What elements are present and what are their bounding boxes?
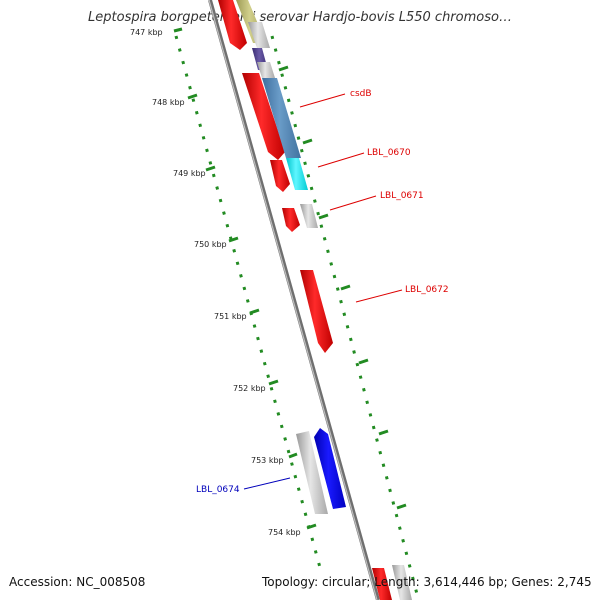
tick-track-outer bbox=[270, 35, 420, 599]
tick-label: 747 kbp bbox=[130, 28, 163, 37]
reverse-cds-feature[interactable] bbox=[314, 428, 346, 509]
forward-cds-feature[interactable] bbox=[270, 160, 290, 192]
gene-label-LBL_0670[interactable]: LBL_0670 bbox=[367, 148, 411, 158]
gene-label-LBL_0671[interactable]: LBL_0671 bbox=[380, 191, 424, 201]
gene-label-csdB[interactable]: csdB bbox=[350, 89, 372, 99]
map-title: Leptospira borgpetersenii serovar Hardjo… bbox=[88, 10, 512, 25]
forward-cds-feature[interactable] bbox=[300, 270, 333, 353]
gray-gene-feature[interactable] bbox=[248, 22, 270, 48]
tick-label: 748 kbp bbox=[152, 98, 185, 107]
genome-backbone bbox=[208, 0, 380, 600]
gray-gene-feature[interactable] bbox=[392, 565, 412, 600]
gray-gene-feature[interactable] bbox=[300, 204, 318, 228]
genome-summary-text: Topology: circular; Length: 3,614,446 bp… bbox=[262, 575, 592, 589]
tick-label: 750 kbp bbox=[194, 240, 227, 249]
cyan-feature[interactable] bbox=[286, 158, 308, 190]
tick-label: 753 kbp bbox=[251, 456, 284, 465]
forward-cds-feature[interactable] bbox=[218, 0, 247, 50]
tick-label: 752 kbp bbox=[233, 384, 266, 393]
tick-label: 754 kbp bbox=[268, 528, 301, 537]
tick-label: 749 kbp bbox=[173, 169, 206, 178]
gray-gene-feature[interactable] bbox=[257, 62, 275, 78]
accession-text: Accession: NC_008508 bbox=[9, 575, 146, 589]
rna-feature[interactable] bbox=[262, 78, 301, 158]
gene-label-LBL_0674[interactable]: LBL_0674 bbox=[196, 485, 240, 495]
gray-gene-feature[interactable] bbox=[296, 431, 328, 514]
major-ticks-outer bbox=[278, 65, 407, 510]
forward-cds-feature[interactable] bbox=[372, 568, 392, 600]
forward-cds-feature[interactable] bbox=[242, 73, 285, 160]
tick-label: 751 kbp bbox=[214, 312, 247, 321]
tick-track-inner bbox=[174, 35, 324, 576]
major-ticks-inner bbox=[173, 27, 317, 530]
gene-label-LBL_0672[interactable]: LBL_0672 bbox=[405, 285, 449, 295]
forward-cds-feature[interactable] bbox=[282, 208, 300, 232]
leader-lines bbox=[243, 93, 403, 490]
